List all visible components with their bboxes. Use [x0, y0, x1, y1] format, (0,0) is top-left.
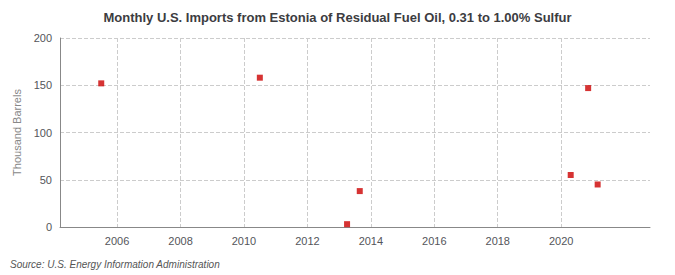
svg-text:2006: 2006 [105, 235, 129, 247]
svg-text:150: 150 [34, 79, 52, 91]
svg-text:2016: 2016 [422, 235, 446, 247]
svg-text:2012: 2012 [295, 235, 319, 247]
svg-text:2020: 2020 [549, 235, 573, 247]
svg-text:2008: 2008 [168, 235, 192, 247]
svg-text:2018: 2018 [485, 235, 509, 247]
svg-text:0: 0 [46, 221, 52, 233]
svg-text:2010: 2010 [232, 235, 256, 247]
svg-text:200: 200 [34, 32, 52, 44]
svg-text:Source: U.S. Energy Informatio: Source: U.S. Energy Information Administ… [10, 259, 220, 270]
svg-text:Thousand Barrels: Thousand Barrels [11, 89, 23, 176]
svg-text:50: 50 [40, 174, 52, 186]
svg-text:100: 100 [34, 127, 52, 139]
svg-text:Monthly U.S. Imports from Esto: Monthly U.S. Imports from Estonia of Res… [103, 10, 571, 25]
svg-text:2014: 2014 [359, 235, 383, 247]
